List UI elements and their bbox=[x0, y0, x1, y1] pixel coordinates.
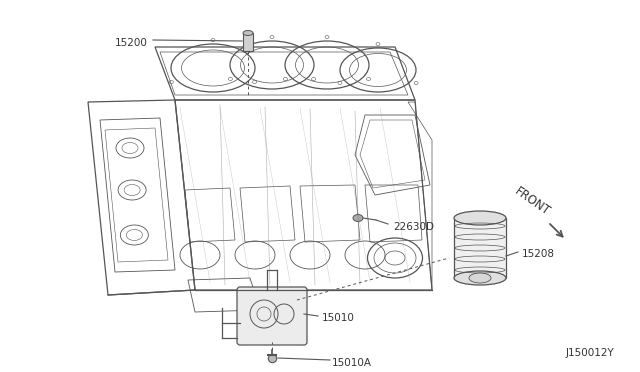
Text: 15208: 15208 bbox=[522, 249, 555, 259]
Polygon shape bbox=[454, 218, 506, 278]
Text: 22630D: 22630D bbox=[393, 222, 434, 232]
Ellipse shape bbox=[454, 211, 506, 225]
Text: 15200: 15200 bbox=[115, 38, 148, 48]
Polygon shape bbox=[243, 33, 253, 51]
Ellipse shape bbox=[469, 273, 491, 283]
Text: FRONT: FRONT bbox=[512, 185, 552, 219]
Text: 15010: 15010 bbox=[322, 313, 355, 323]
Text: J150012Y: J150012Y bbox=[566, 348, 614, 358]
Ellipse shape bbox=[243, 31, 253, 35]
FancyBboxPatch shape bbox=[237, 287, 307, 345]
Ellipse shape bbox=[454, 271, 506, 285]
Ellipse shape bbox=[353, 215, 363, 221]
Text: 15010A: 15010A bbox=[332, 358, 372, 368]
